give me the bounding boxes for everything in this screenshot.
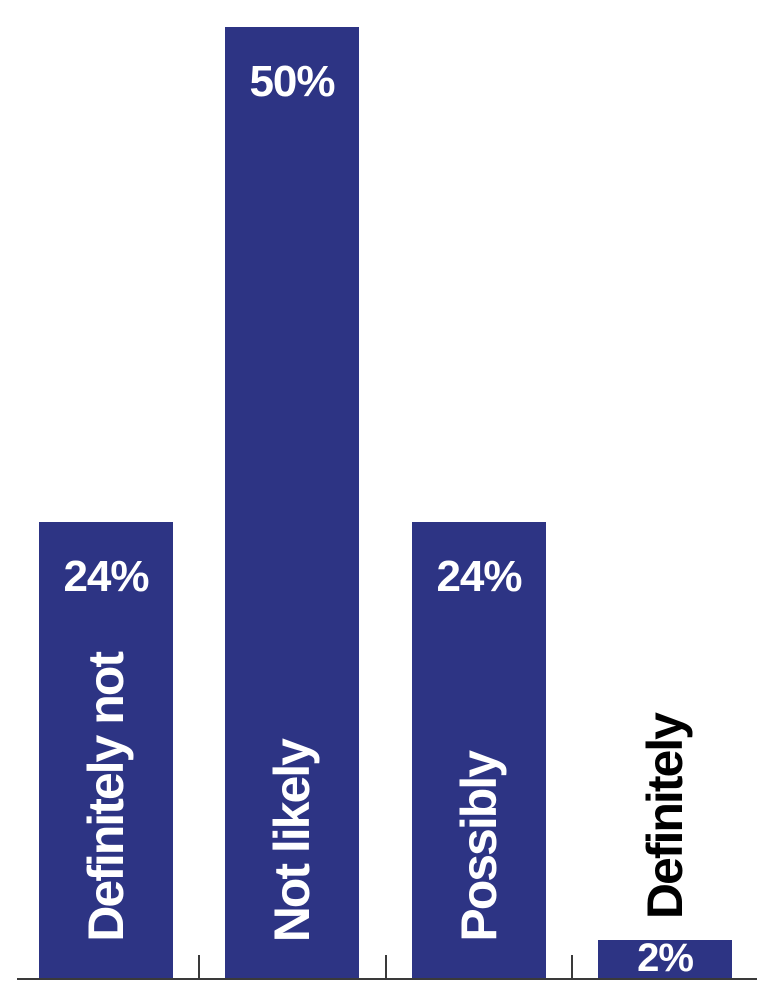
category-label-definitely: Definitely — [637, 713, 693, 919]
bar-definitely-not: 24% — [39, 521, 173, 978]
bar-group-definitely: 2% Definitely — [598, 27, 732, 978]
value-label-possibly: 24% — [436, 551, 522, 601]
bar-group-not-likely: 50% Not likely — [225, 27, 359, 978]
bar-group-possibly: 24% Possibly — [412, 27, 546, 978]
category-label-not-likely: Not likely — [264, 739, 320, 942]
category-label-definitely-not: Definitely not — [78, 653, 134, 942]
bar-possibly: 24% — [412, 521, 546, 978]
value-label-not-likely: 50% — [249, 57, 335, 106]
x-axis-tick-1 — [198, 955, 200, 978]
x-axis-line — [17, 978, 757, 980]
plot-area: 24% Definitely not 50% Not likely 24% Po… — [0, 27, 780, 978]
value-label-definitely: 2% — [637, 935, 694, 980]
value-label-definitely-not: 24% — [63, 551, 149, 601]
category-label-possibly: Possibly — [451, 752, 507, 942]
bar-definitely: 2% — [598, 935, 732, 980]
bar-group-definitely-not: 24% Definitely not — [39, 27, 173, 978]
x-axis-tick-2 — [385, 955, 387, 978]
bar-not-likely: 50% — [225, 27, 359, 978]
x-axis-tick-3 — [571, 955, 573, 978]
